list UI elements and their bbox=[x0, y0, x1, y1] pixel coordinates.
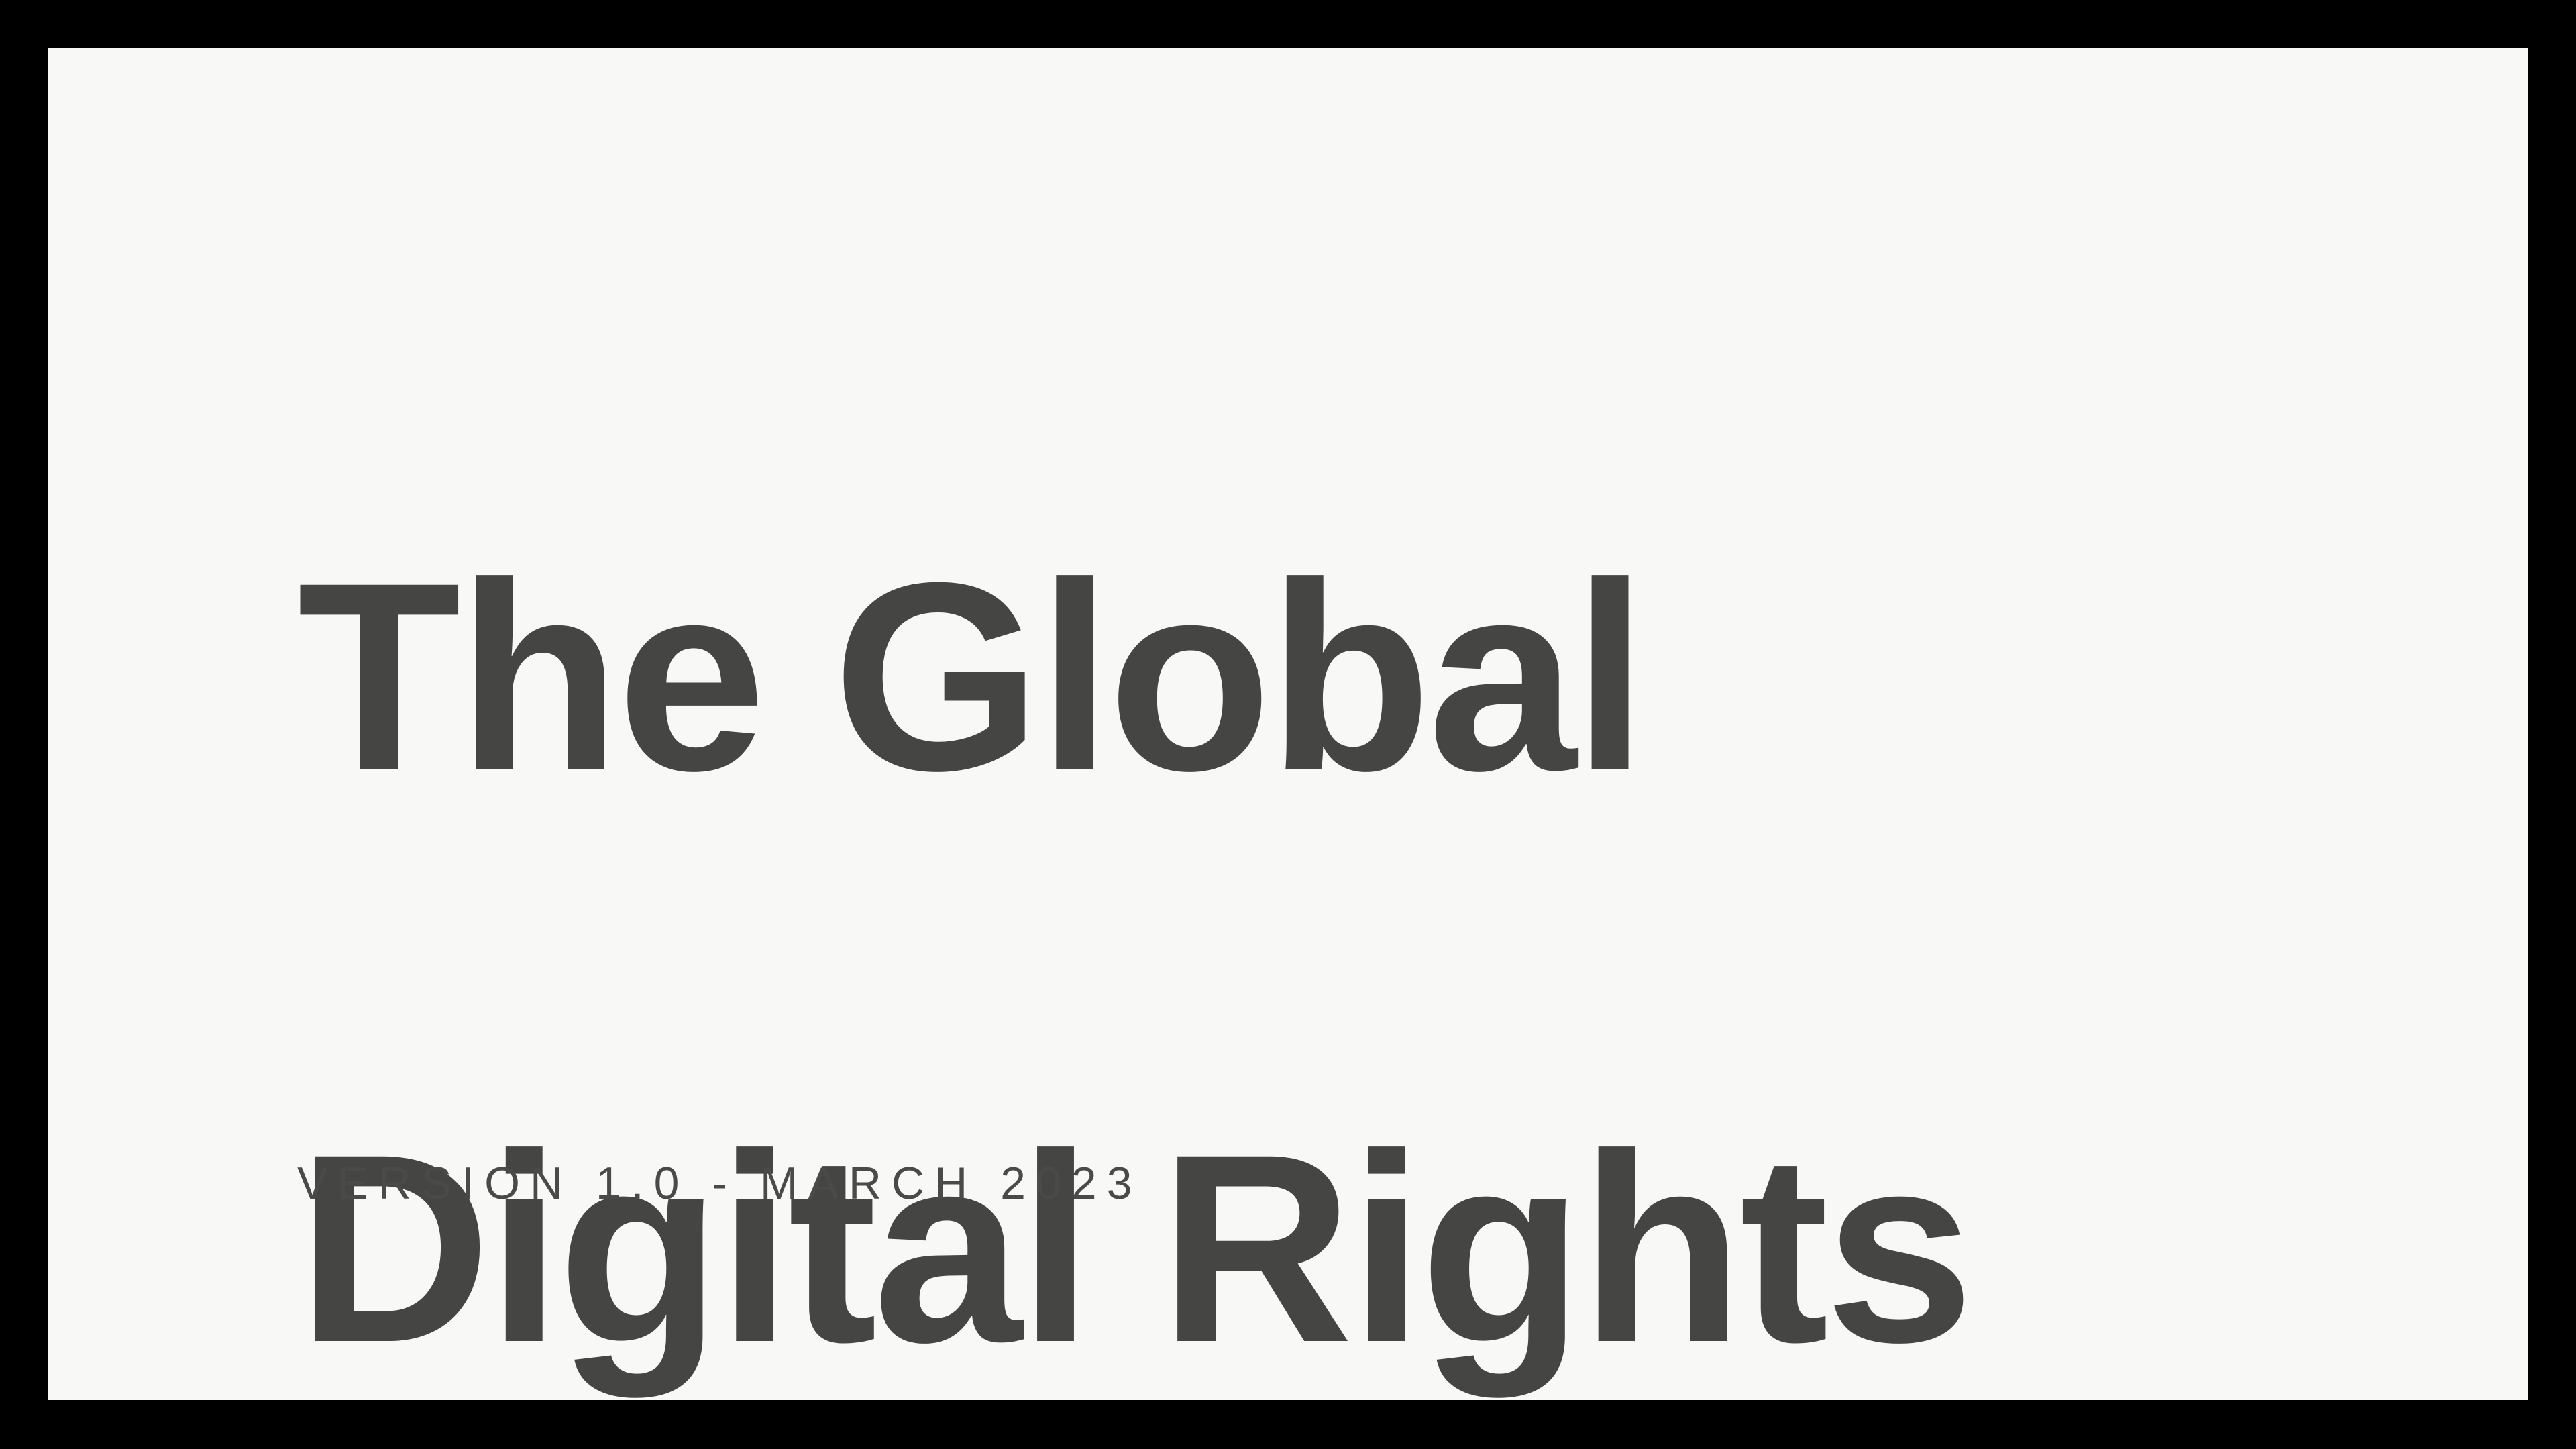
slide-subtitle-version-date: VERSION 1.0 - MARCH 2023 bbox=[297, 1158, 1142, 1209]
slide-title: The Global Digital Rights Charter bbox=[297, 248, 2209, 1400]
title-line-1: The Global bbox=[297, 527, 1648, 826]
slide-canvas: The Global Digital Rights Charter VERSIO… bbox=[48, 48, 2528, 1400]
slide-content-block: The Global Digital Rights Charter bbox=[297, 48, 2209, 1400]
title-line-2: Digital Rights bbox=[297, 1098, 1974, 1398]
